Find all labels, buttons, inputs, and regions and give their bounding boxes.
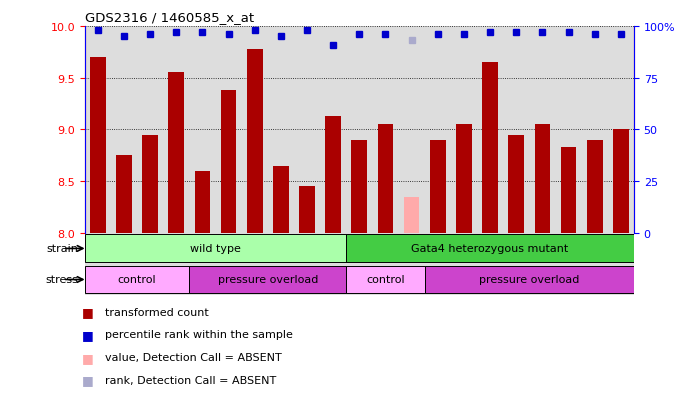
Bar	[456, 125, 472, 233]
Bar	[351, 140, 367, 233]
Bar	[189, 266, 346, 294]
Text: transformed count: transformed count	[105, 307, 209, 317]
Bar	[378, 125, 393, 233]
Bar	[325, 116, 341, 233]
Bar	[221, 91, 237, 233]
Bar	[85, 235, 346, 263]
Bar	[346, 266, 424, 294]
Bar	[142, 135, 158, 233]
Text: value, Detection Call = ABSENT: value, Detection Call = ABSENT	[105, 352, 282, 362]
Bar	[508, 135, 524, 233]
Text: stress: stress	[45, 275, 78, 285]
Bar	[247, 50, 262, 233]
Bar	[613, 130, 629, 233]
Text: control: control	[366, 275, 405, 285]
Text: ■: ■	[82, 328, 94, 341]
Text: control: control	[118, 275, 157, 285]
Bar	[561, 148, 576, 233]
Text: rank, Detection Call = ABSENT: rank, Detection Call = ABSENT	[105, 375, 277, 385]
Bar	[424, 266, 634, 294]
Bar	[430, 140, 445, 233]
Text: GDS2316 / 1460585_x_at: GDS2316 / 1460585_x_at	[85, 11, 254, 24]
Bar	[90, 58, 106, 233]
Bar	[587, 140, 603, 233]
Text: ■: ■	[82, 373, 94, 387]
Bar	[273, 166, 289, 233]
Bar	[346, 235, 634, 263]
Bar	[116, 156, 132, 233]
Text: ■: ■	[82, 351, 94, 364]
Text: wild type: wild type	[190, 244, 241, 254]
Bar	[195, 171, 210, 233]
Bar	[482, 63, 498, 233]
Text: pressure overload: pressure overload	[479, 275, 580, 285]
Text: percentile rank within the sample: percentile rank within the sample	[105, 330, 293, 339]
Text: strain: strain	[46, 244, 78, 254]
Bar	[534, 125, 551, 233]
Text: Gata4 heterozygous mutant: Gata4 heterozygous mutant	[412, 244, 569, 254]
Bar	[168, 73, 184, 233]
Bar	[299, 187, 315, 233]
Bar	[85, 266, 189, 294]
Text: pressure overload: pressure overload	[218, 275, 318, 285]
Bar	[404, 197, 420, 233]
Text: ■: ■	[82, 305, 94, 318]
